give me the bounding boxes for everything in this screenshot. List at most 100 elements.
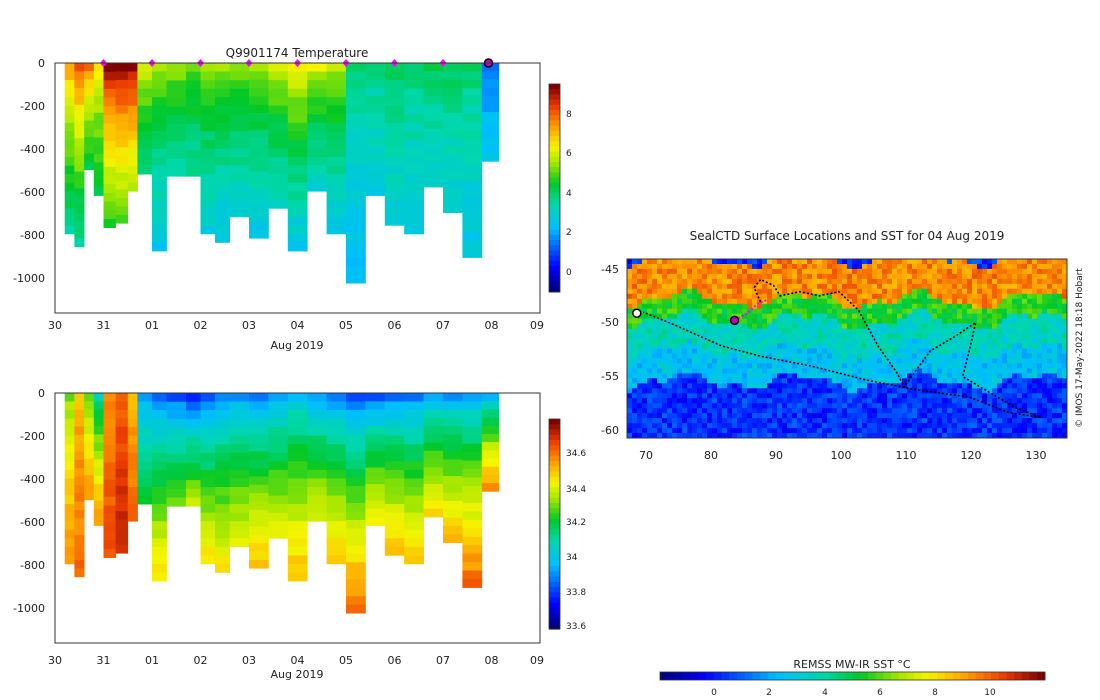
- sst-cell: [1057, 259, 1063, 265]
- sst-cell: [737, 358, 743, 364]
- sst-cell: [822, 373, 828, 379]
- sst-cell: [782, 368, 788, 374]
- sst-cell: [777, 408, 783, 414]
- section-cell: [186, 80, 201, 90]
- sal-cbar-tick: 34.4: [566, 485, 586, 495]
- sst-cell: [752, 343, 758, 349]
- sst-cell: [1042, 388, 1048, 394]
- sst-cell: [662, 328, 668, 335]
- sst-cell: [747, 428, 753, 434]
- sst-cell: [977, 278, 983, 285]
- section-cell: [268, 182, 289, 192]
- sst-cell: [1032, 313, 1038, 320]
- temp-ytick: -600: [20, 186, 45, 199]
- sst-cell: [722, 388, 728, 394]
- section-cell: [384, 105, 405, 115]
- sst-cell: [852, 283, 858, 290]
- section-cell: [326, 529, 347, 539]
- section-cell: [443, 517, 463, 527]
- sst-cell: [867, 303, 873, 310]
- sst-cell: [897, 418, 903, 424]
- section-cell: [152, 182, 167, 192]
- section-cell: [249, 493, 269, 502]
- section-cell: [127, 393, 138, 402]
- sst-cell: [742, 388, 748, 394]
- sst-cell: [967, 283, 973, 290]
- sst-cell: [902, 373, 908, 379]
- sst-cell: [952, 383, 958, 389]
- sst-cell: [717, 413, 723, 419]
- sst-cell: [997, 343, 1003, 349]
- section-cell: [103, 63, 116, 73]
- section-cell: [74, 409, 85, 419]
- sst-cell: [832, 298, 838, 305]
- section-cell: [423, 145, 444, 155]
- sst-cell: [817, 348, 823, 354]
- sst-cell: [927, 383, 933, 389]
- sst-cell: [947, 393, 953, 399]
- section-cell: [365, 484, 386, 493]
- sst-cell: [907, 358, 913, 364]
- sst-cell: [777, 259, 783, 265]
- sst-cell: [677, 268, 683, 275]
- sst-cell: [952, 328, 958, 335]
- colorbar-swatch: [737, 672, 746, 680]
- sst-cell: [657, 368, 663, 374]
- sst-cell: [777, 373, 783, 379]
- sst-cell: [742, 278, 748, 285]
- sst-cell: [852, 273, 858, 280]
- sst-cell: [632, 398, 638, 404]
- sst-cell: [787, 413, 793, 419]
- sst-cell: [837, 393, 843, 399]
- sst-cell: [907, 298, 913, 305]
- sst-cell: [937, 293, 943, 300]
- sst-cell: [667, 278, 673, 285]
- sst-cell: [627, 368, 633, 374]
- section-cell: [127, 88, 138, 98]
- sst-cell: [782, 298, 788, 305]
- sst-cell: [792, 418, 798, 424]
- sst-cell: [1007, 428, 1013, 434]
- sst-cell: [762, 328, 768, 335]
- sst-cell: [862, 363, 868, 369]
- section-cell: [287, 71, 308, 81]
- sst-cell: [932, 283, 938, 290]
- section-cell: [115, 519, 129, 529]
- sst-cell: [1052, 428, 1058, 434]
- sst-cell: [817, 333, 823, 340]
- section-cell: [93, 409, 104, 419]
- sst-cell: [737, 428, 743, 434]
- sst-cell: [642, 338, 648, 345]
- sst-cell: [807, 388, 813, 394]
- section-cell: [93, 467, 104, 477]
- sst-cell: [782, 393, 788, 399]
- sst-cell: [692, 408, 698, 414]
- sst-cell: [697, 303, 703, 310]
- colorbar-swatch: [549, 529, 560, 536]
- sst-cell: [802, 368, 808, 374]
- sst-cell: [832, 373, 838, 379]
- sal-xtick: 08: [485, 654, 499, 667]
- sst-cell: [907, 373, 913, 379]
- sst-cell: [767, 313, 773, 320]
- sst-cell: [817, 393, 823, 399]
- section-cell: [326, 114, 347, 124]
- sst-cell: [832, 393, 838, 399]
- sst-cell: [882, 378, 888, 384]
- colorbar-swatch: [549, 214, 560, 220]
- sst-cell: [912, 353, 918, 359]
- sst-cell: [967, 398, 973, 404]
- sst-cell: [897, 268, 903, 275]
- section-cell: [115, 485, 129, 495]
- section-cell: [346, 266, 366, 276]
- sst-cell: [747, 358, 753, 364]
- section-cell: [384, 131, 405, 141]
- sst-cell: [822, 268, 828, 275]
- sst-cell: [717, 343, 723, 349]
- sst-cell: [972, 348, 978, 354]
- sst-cell: [692, 363, 698, 369]
- sst-cell: [792, 413, 798, 419]
- sst-cell: [797, 343, 803, 349]
- sst-cell: [737, 393, 743, 399]
- sst-cell: [977, 363, 983, 369]
